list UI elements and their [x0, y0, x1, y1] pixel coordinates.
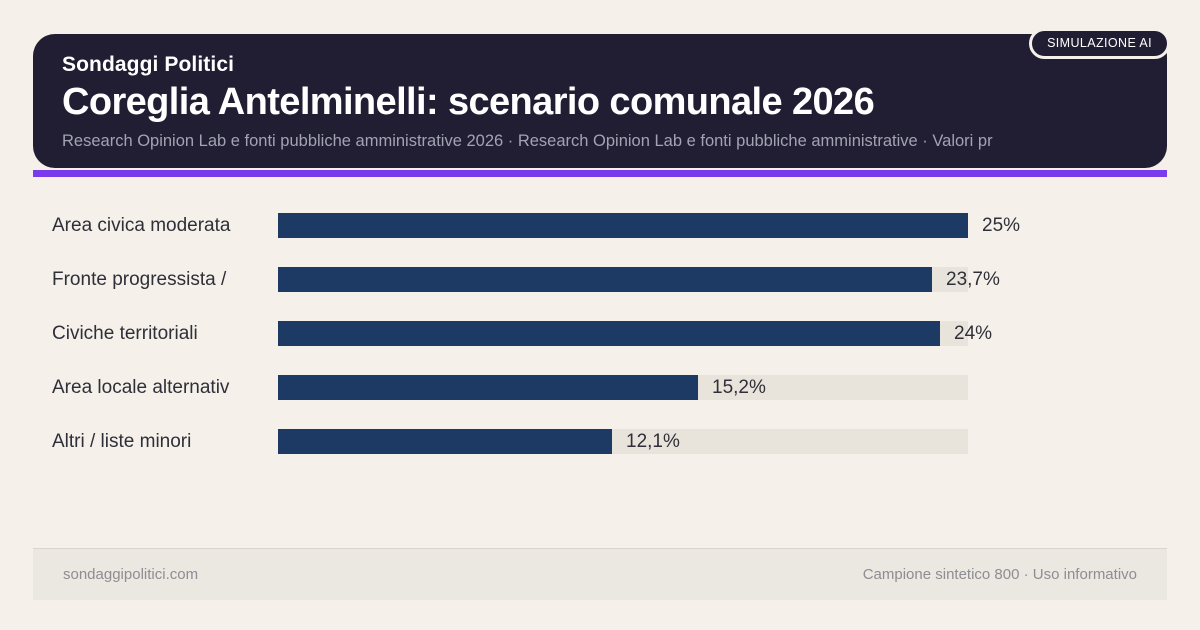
chart-row: Area locale alternativ 15,2% — [0, 375, 1200, 400]
footer-site: sondaggipolitici.com — [63, 566, 199, 583]
value-label: 15,2% — [712, 376, 766, 398]
category-label: Fronte progressista / — [52, 268, 227, 290]
bar — [278, 429, 612, 454]
bar-track — [278, 429, 968, 454]
bar — [278, 267, 932, 292]
category-label: Area civica moderata — [52, 214, 231, 236]
category-label: Area locale alternativ — [52, 376, 230, 398]
bar-track — [278, 375, 968, 400]
bar-track — [278, 267, 968, 292]
bar — [278, 321, 940, 346]
value-label: 12,1% — [626, 430, 680, 452]
bar — [278, 213, 968, 238]
category-label: Civiche territoriali — [52, 322, 198, 344]
category-label: Altri / liste minori — [52, 430, 192, 452]
kicker: Sondaggi Politici — [62, 53, 235, 76]
chart-row: Civiche territoriali 24% — [0, 321, 1200, 346]
bar-track — [278, 321, 968, 346]
chart-row: Altri / liste minori 12,1% — [0, 429, 1200, 454]
bar — [278, 375, 698, 400]
header-card: Sondaggi Politici Coreglia Antelminelli:… — [33, 34, 1167, 168]
chart-row: Area civica moderata 25% — [0, 213, 1200, 238]
accent-bar — [33, 170, 1167, 177]
value-label: 25% — [982, 214, 1021, 236]
chart-row: Fronte progressista / 23,7% — [0, 267, 1200, 292]
footer: sondaggipolitici.com Campione sintetico … — [33, 548, 1167, 600]
value-label: 24% — [954, 322, 993, 344]
simulation-badge: SIMULAZIONE AI — [1029, 28, 1170, 59]
value-label: 23,7% — [946, 268, 1000, 290]
page-title: Coreglia Antelminelli: scenario comunale… — [62, 81, 875, 123]
bar-track — [278, 213, 968, 238]
subtitle: Research Opinion Lab e fonti pubbliche a… — [62, 132, 993, 151]
chart-rows: Area civica moderata 25% Fronte progress… — [0, 213, 1200, 483]
footer-note: Campione sintetico 800 · Uso informativo — [862, 566, 1137, 583]
